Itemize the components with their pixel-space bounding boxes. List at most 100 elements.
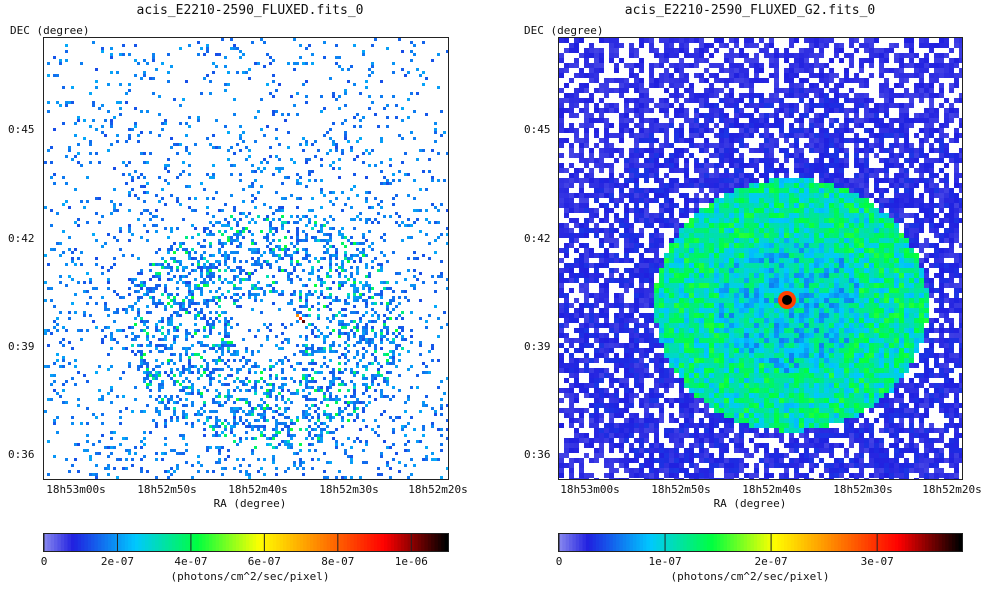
heatmap-pixel bbox=[188, 251, 191, 254]
heatmap-pixel bbox=[170, 266, 173, 269]
heatmap-pixel bbox=[380, 263, 383, 266]
heatmap-cell bbox=[739, 68, 744, 73]
heatmap-pixel bbox=[245, 71, 248, 74]
right-image-frame[interactable] bbox=[558, 37, 963, 480]
heatmap-pixel bbox=[218, 332, 221, 335]
heatmap-cell bbox=[599, 158, 604, 163]
heatmap-pixel bbox=[44, 329, 47, 332]
heatmap-pixel bbox=[74, 458, 77, 461]
heatmap-pixel bbox=[107, 83, 110, 86]
heatmap-pixel bbox=[269, 365, 272, 368]
heatmap-pixel bbox=[359, 320, 362, 323]
heatmap-pixel bbox=[302, 461, 305, 464]
heatmap-cell bbox=[704, 143, 709, 148]
heatmap-pixel bbox=[170, 347, 173, 350]
heatmap-pixel bbox=[407, 218, 410, 221]
heatmap-pixel bbox=[146, 362, 149, 365]
heatmap-pixel bbox=[230, 47, 233, 50]
heatmap-pixel bbox=[50, 176, 53, 179]
heatmap-pixel bbox=[53, 326, 56, 329]
heatmap-pixel bbox=[140, 284, 143, 287]
heatmap-cell bbox=[639, 98, 644, 103]
heatmap-pixel bbox=[47, 398, 50, 401]
heatmap-cell bbox=[739, 178, 744, 183]
heatmap-pixel bbox=[122, 347, 125, 350]
heatmap-pixel bbox=[122, 53, 125, 56]
heatmap-pixel bbox=[305, 347, 308, 350]
heatmap-pixel bbox=[155, 305, 158, 308]
heatmap-pixel bbox=[212, 62, 215, 65]
heatmap-cell bbox=[649, 38, 654, 43]
heatmap-cell bbox=[939, 58, 944, 63]
heatmap-cell bbox=[824, 133, 829, 138]
heatmap-cell bbox=[704, 158, 709, 163]
heatmap-cell bbox=[679, 43, 684, 48]
heatmap-pixel bbox=[335, 197, 338, 200]
heatmap-pixel bbox=[425, 320, 428, 323]
heatmap-cell bbox=[659, 63, 664, 68]
heatmap-pixel bbox=[152, 374, 155, 377]
heatmap-pixel bbox=[143, 161, 146, 164]
heatmap-cell bbox=[749, 118, 754, 123]
heatmap-cell bbox=[749, 83, 754, 88]
heatmap-cell bbox=[894, 68, 899, 73]
heatmap-pixel bbox=[317, 260, 320, 263]
heatmap-pixel bbox=[164, 422, 167, 425]
heatmap-pixel bbox=[335, 398, 338, 401]
heatmap-pixel bbox=[362, 314, 365, 317]
heatmap-cell bbox=[904, 63, 909, 68]
heatmap-pixel bbox=[206, 47, 209, 50]
heatmap-cell bbox=[734, 158, 739, 163]
heatmap-pixel bbox=[197, 314, 200, 317]
heatmap-pixel bbox=[215, 434, 218, 437]
heatmap-pixel bbox=[143, 431, 146, 434]
heatmap-cell bbox=[659, 58, 664, 63]
heatmap-pixel bbox=[167, 236, 170, 239]
heatmap-pixel bbox=[305, 140, 308, 143]
heatmap-cell bbox=[859, 93, 864, 98]
heatmap-cell bbox=[929, 98, 934, 103]
heatmap-pixel bbox=[281, 290, 284, 293]
heatmap-cell bbox=[869, 133, 874, 138]
heatmap-pixel bbox=[71, 260, 74, 263]
heatmap-pixel bbox=[305, 251, 308, 254]
heatmap-pixel bbox=[179, 452, 182, 455]
heatmap-pixel bbox=[263, 392, 266, 395]
heatmap-pixel bbox=[62, 359, 65, 362]
heatmap-pixel bbox=[92, 473, 95, 476]
heatmap-pixel bbox=[197, 329, 200, 332]
heatmap-pixel bbox=[281, 323, 284, 326]
heatmap-cell bbox=[889, 128, 894, 133]
heatmap-pixel bbox=[104, 335, 107, 338]
left-image-frame[interactable] bbox=[43, 37, 449, 480]
heatmap-pixel bbox=[152, 290, 155, 293]
heatmap-pixel bbox=[215, 311, 218, 314]
heatmap-cell bbox=[709, 88, 714, 93]
heatmap-pixel bbox=[344, 332, 347, 335]
heatmap-pixel bbox=[164, 404, 167, 407]
heatmap-cell bbox=[749, 43, 754, 48]
heatmap-pixel bbox=[302, 350, 305, 353]
heatmap-pixel bbox=[245, 473, 248, 476]
heatmap-pixel bbox=[122, 371, 125, 374]
heatmap-cell bbox=[779, 103, 784, 108]
heatmap-pixel bbox=[434, 221, 437, 224]
heatmap-pixel bbox=[260, 254, 263, 257]
heatmap-pixel bbox=[431, 347, 434, 350]
heatmap-pixel bbox=[332, 227, 335, 230]
heatmap-pixel bbox=[440, 203, 443, 206]
heatmap-pixel bbox=[278, 218, 281, 221]
heatmap-cell bbox=[704, 118, 709, 123]
heatmap-pixel bbox=[365, 239, 368, 242]
heatmap-cell bbox=[559, 118, 564, 123]
heatmap-pixel bbox=[353, 284, 356, 287]
heatmap-cell bbox=[884, 163, 889, 168]
heatmap-cell bbox=[779, 178, 784, 183]
heatmap-cell bbox=[784, 73, 789, 78]
heatmap-pixel bbox=[275, 362, 278, 365]
heatmap-cell bbox=[674, 153, 679, 158]
heatmap-pixel bbox=[137, 197, 140, 200]
heatmap-pixel bbox=[305, 284, 308, 287]
heatmap-pixel bbox=[224, 419, 227, 422]
heatmap-cell bbox=[669, 143, 674, 148]
